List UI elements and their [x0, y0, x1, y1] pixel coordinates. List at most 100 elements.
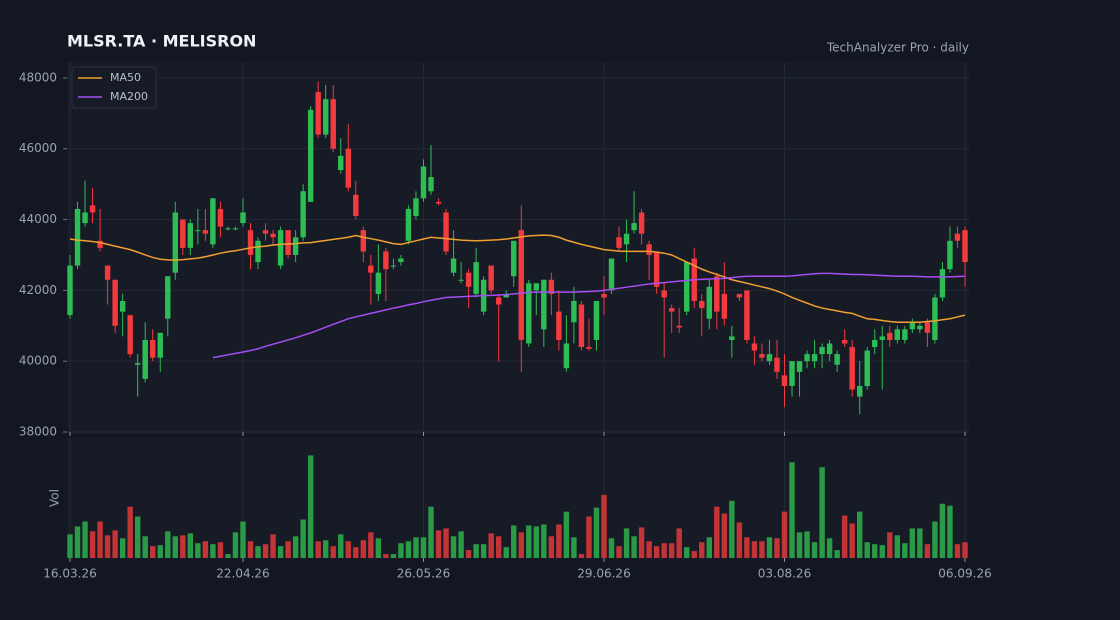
candle-body — [232, 228, 239, 230]
volume-bar — [217, 542, 224, 558]
volume-bar — [503, 547, 509, 558]
candle-body — [323, 99, 329, 135]
candle-body — [89, 205, 96, 213]
volume-bar — [390, 554, 397, 558]
volume-bar — [684, 547, 690, 558]
volume-bar — [548, 536, 555, 558]
legend-label: MA200 — [110, 90, 148, 103]
candle-body — [586, 347, 592, 349]
volume-bar — [518, 532, 524, 558]
y-tick-label: 44000 — [19, 212, 57, 226]
volume-bar — [375, 538, 382, 558]
legend: MA50 MA200 — [71, 66, 157, 109]
candle-body — [864, 350, 870, 386]
volume-bar — [277, 546, 284, 558]
candle-body — [277, 230, 284, 266]
volume-bar — [210, 544, 216, 558]
volume-bar — [165, 531, 171, 558]
volume-bar — [285, 541, 291, 558]
candle-body — [879, 336, 885, 340]
volume-bar — [691, 551, 697, 558]
candle-body — [962, 230, 968, 263]
volume-bar — [736, 522, 743, 558]
volume-bar — [458, 531, 464, 558]
volume-bar — [631, 536, 637, 558]
volume-bar — [887, 532, 893, 558]
volume-bar — [420, 537, 427, 558]
volume-bar — [157, 545, 163, 558]
volume-bar — [112, 530, 118, 558]
candle-body — [368, 265, 374, 273]
candle-body — [556, 311, 562, 340]
volume-bar — [526, 525, 532, 558]
candle-body — [473, 262, 479, 294]
candle-body — [240, 212, 246, 224]
candle-body — [285, 230, 291, 255]
candle-body — [458, 279, 464, 281]
volume-bar — [714, 506, 720, 558]
candle-body — [428, 177, 434, 192]
candle-body — [119, 300, 126, 312]
volume-bar — [721, 513, 728, 558]
candle-body — [157, 332, 163, 358]
volume-bar — [270, 534, 276, 558]
candle-body — [443, 212, 449, 252]
candle-body — [631, 223, 637, 231]
candle-body — [187, 223, 194, 248]
candle-body — [796, 361, 803, 372]
volume-bar — [744, 537, 750, 558]
volume-bar — [383, 554, 389, 558]
candle-body — [638, 212, 645, 234]
x-tick-label: 22.04.26 — [216, 567, 269, 581]
volume-bar — [180, 535, 186, 558]
volume-bar — [172, 536, 179, 558]
volume-bar — [826, 538, 833, 558]
volume-bar — [676, 528, 682, 558]
volume-bar — [819, 467, 825, 558]
volume-bar — [465, 550, 472, 558]
candle-body — [255, 240, 261, 263]
volume-bar — [856, 511, 863, 558]
candle-body — [503, 293, 509, 298]
candle-body — [390, 265, 397, 267]
volume-bar — [142, 536, 148, 558]
candle-body — [150, 339, 156, 358]
volume-bar — [82, 521, 88, 558]
candle-body — [127, 315, 133, 355]
candle-body — [360, 230, 367, 252]
candle-body — [894, 329, 901, 340]
candle-body — [353, 194, 359, 217]
candle-body — [932, 297, 938, 340]
candle-body — [759, 354, 765, 358]
candle-body — [142, 339, 148, 379]
candle-body — [608, 258, 615, 291]
marks — [67, 81, 968, 558]
candle-body — [435, 201, 442, 204]
y-tick-label: 40000 — [19, 354, 57, 368]
candle-body — [736, 293, 743, 298]
volume-bar — [947, 505, 953, 558]
volume-bar — [119, 538, 126, 558]
volume-bar — [879, 545, 885, 558]
candle-body — [74, 208, 81, 266]
candle-body — [902, 329, 908, 340]
volume-bar — [495, 536, 502, 558]
candle-body — [488, 265, 494, 291]
candle-body — [593, 300, 600, 340]
volume-label: Vol — [48, 489, 62, 507]
candle-body — [601, 293, 607, 298]
candle-body — [383, 251, 389, 270]
candle-body — [841, 339, 848, 344]
candle-body — [112, 279, 118, 326]
candle-body — [729, 336, 735, 340]
volume-bar — [232, 532, 239, 558]
candle-body — [172, 212, 179, 273]
volume-bar — [353, 547, 359, 558]
volume-bar — [608, 538, 615, 558]
y-tick-label: 38000 — [19, 425, 57, 439]
candle-body — [345, 148, 351, 188]
candle-body — [465, 272, 472, 287]
candle-body — [82, 212, 88, 224]
candle-body — [616, 237, 622, 248]
volume-bar — [571, 537, 577, 558]
